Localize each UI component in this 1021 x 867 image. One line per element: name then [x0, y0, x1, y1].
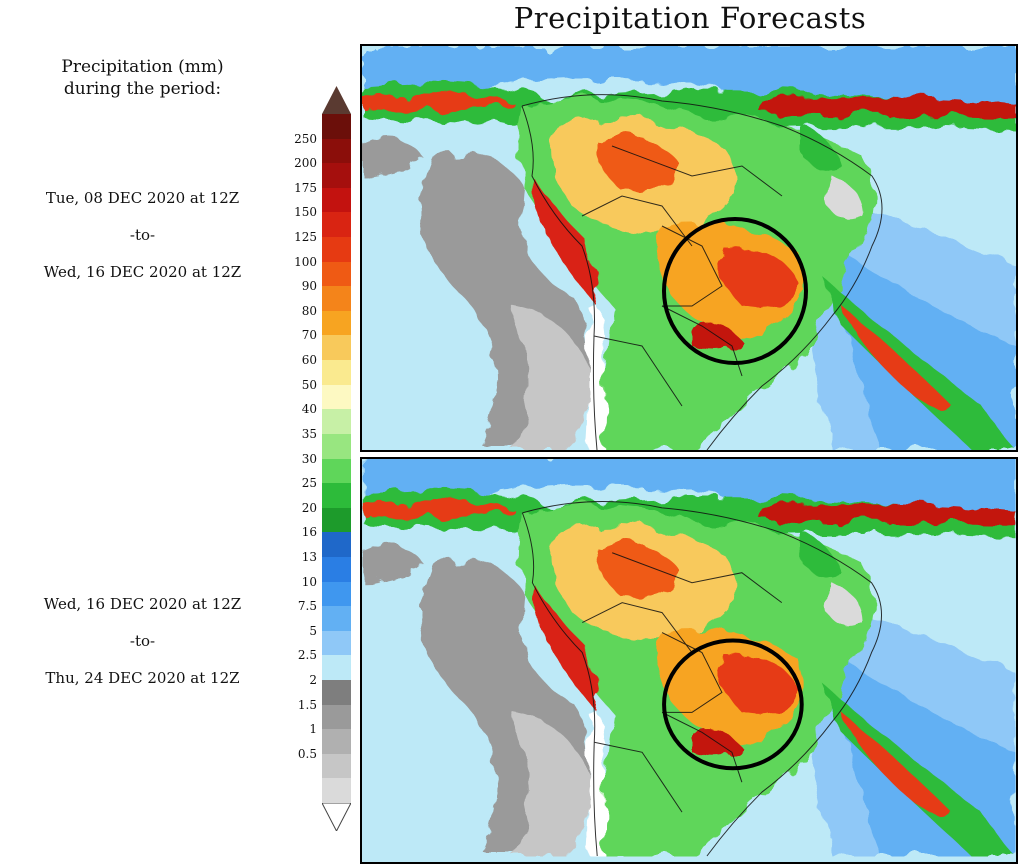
- colorbar-swatch: [322, 114, 351, 140]
- highlight-circle-1: [662, 217, 808, 365]
- forecast-map-period-2: [360, 457, 1018, 864]
- colorbar-tick-label: 200: [294, 156, 317, 171]
- colorbar-swatch: [322, 310, 351, 336]
- period-1-start: Tue, 08 DEC 2020 at 12Z: [45, 189, 240, 207]
- colorbar-swatch: [322, 163, 351, 189]
- period-label-2: Wed, 16 DEC 2020 at 12Z -to- Thu, 24 DEC…: [15, 594, 270, 705]
- colorbar-tick-label: 175: [294, 180, 317, 195]
- colorbar-swatch: [322, 679, 351, 706]
- period-2-start: Wed, 16 DEC 2020 at 12Z: [43, 595, 242, 613]
- colorbar-swatch: [322, 483, 351, 509]
- colorbar-swatch: [322, 630, 351, 656]
- colorbar-tick-label: 70: [301, 328, 317, 343]
- colorbar-tick-label: 16: [301, 525, 317, 540]
- colorbar-tick-label: 50: [301, 377, 317, 392]
- colorbar-tick-label: 20: [301, 500, 317, 515]
- colorbar-swatch: [322, 729, 351, 755]
- colorbar-tick-label: 2: [309, 672, 317, 687]
- colorbar-tick-label: 90: [301, 279, 317, 294]
- colorbar-swatch: [322, 335, 351, 361]
- precipitation-colorbar: [322, 86, 351, 831]
- colorbar-swatch: [322, 360, 351, 386]
- colorbar-swatch: [322, 138, 351, 164]
- colorbar-swatch: [322, 507, 351, 533]
- colorbar-swatch: [322, 655, 351, 681]
- legend-heading-line2: during the period:: [63, 79, 222, 99]
- colorbar-swatch: [322, 187, 351, 213]
- colorbar-swatch: [322, 237, 351, 263]
- colorbar-swatch: [322, 212, 351, 238]
- period-label-1: Tue, 08 DEC 2020 at 12Z -to- Wed, 16 DEC…: [15, 188, 270, 299]
- colorbar-swatch: [322, 556, 351, 583]
- period-2-end: Thu, 24 DEC 2020 at 12Z: [45, 669, 240, 687]
- colorbar-swatch: [322, 286, 351, 312]
- colorbar-swatch: [322, 778, 351, 804]
- precipitation-map-1: [362, 46, 1016, 450]
- colorbar-tick-label: 30: [301, 451, 317, 466]
- page-title: Precipitation Forecasts: [513, 1, 867, 35]
- colorbar-bottom-arrow: [322, 803, 351, 831]
- colorbar-tick-label: 13: [301, 549, 317, 564]
- precipitation-map-2: [362, 459, 1016, 862]
- highlight-circle-2: [662, 638, 804, 771]
- colorbar-tick-label: 125: [294, 230, 317, 245]
- legend-heading-line1: Precipitation (mm): [61, 57, 224, 77]
- period-1-separator: -to-: [129, 226, 156, 244]
- colorbar-swatch: [322, 753, 351, 779]
- colorbar-tick-label: 100: [294, 254, 317, 269]
- forecast-map-period-1: [360, 44, 1018, 452]
- period-2-separator: -to-: [129, 632, 156, 650]
- colorbar-swatch: [322, 409, 351, 435]
- colorbar-swatch: [322, 606, 351, 632]
- colorbar-tick-label: 1: [309, 722, 317, 737]
- colorbar-tick-label: 40: [301, 402, 317, 417]
- colorbar-swatch: [322, 433, 351, 459]
- colorbar-tick-label: 1.5: [297, 697, 317, 712]
- colorbar-swatch: [322, 532, 351, 558]
- colorbar-tick-label: 7.5: [297, 599, 317, 614]
- colorbar-tick-label: 250: [294, 131, 317, 146]
- colorbar-tick-label: 10: [301, 574, 317, 589]
- period-1-end: Wed, 16 DEC 2020 at 12Z: [43, 263, 242, 281]
- colorbar-swatch: [322, 458, 351, 484]
- legend-heading: Precipitation (mm) during the period:: [20, 56, 265, 100]
- colorbar-swatch: [322, 581, 351, 607]
- colorbar-tick-label: 60: [301, 353, 317, 368]
- colorbar-tick-label: 25: [301, 476, 317, 491]
- colorbar-tick-label: 5: [309, 623, 317, 638]
- colorbar-tick-label: 150: [294, 205, 317, 220]
- colorbar-tick-label: 2.5: [297, 648, 317, 663]
- colorbar-tick-label: 80: [301, 303, 317, 318]
- colorbar-swatch: [322, 261, 351, 287]
- colorbar-tick-label: 0.5: [297, 746, 317, 761]
- colorbar-swatch: [322, 384, 351, 410]
- colorbar-swatch: [322, 704, 351, 730]
- colorbar-top-arrow: [322, 86, 351, 114]
- colorbar-tick-label: 35: [301, 426, 317, 441]
